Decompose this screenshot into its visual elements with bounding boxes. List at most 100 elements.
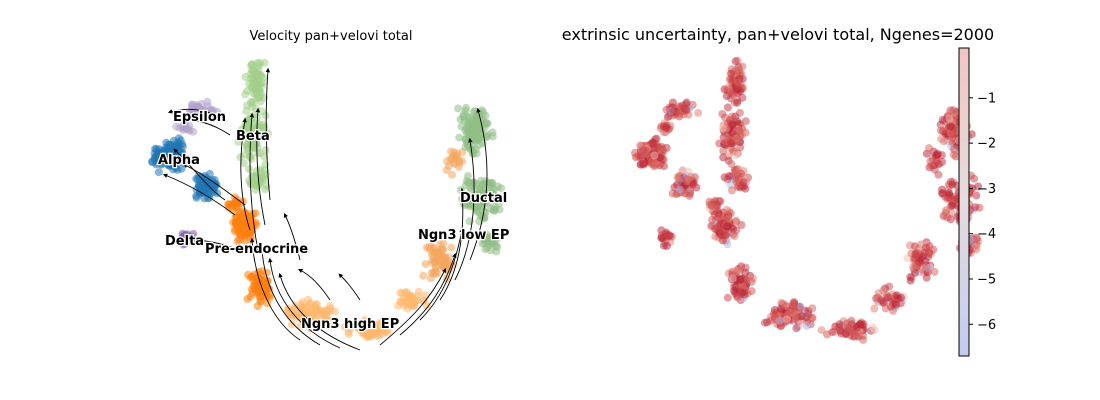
point-beta bbox=[246, 69, 255, 78]
streamline bbox=[255, 107, 266, 226]
point-uncertainty bbox=[675, 185, 684, 194]
point-ngn3-high-ep bbox=[413, 292, 422, 301]
streamline bbox=[265, 67, 271, 201]
point-uncertainty bbox=[788, 300, 797, 309]
colorbar: −1 −2 −3 −4 −5 −6 bbox=[958, 47, 996, 357]
point-beta bbox=[251, 104, 260, 113]
point-ductal bbox=[463, 172, 472, 180]
point-uncertainty bbox=[925, 144, 934, 153]
point-uncertainty bbox=[950, 145, 959, 154]
point-beta bbox=[242, 107, 251, 115]
point-epsilon bbox=[207, 105, 216, 114]
point-ductal bbox=[487, 184, 496, 193]
point-uncertainty bbox=[716, 229, 725, 238]
streamline bbox=[439, 187, 465, 301]
point-uncertainty bbox=[665, 231, 674, 240]
point-uncertainty bbox=[639, 160, 648, 169]
point-uncertainty bbox=[731, 151, 740, 160]
point-uncertainty bbox=[852, 332, 861, 341]
point-alpha bbox=[148, 158, 157, 166]
point-uncertainty bbox=[657, 231, 666, 240]
point-ngn3-low-ep bbox=[442, 166, 451, 174]
point-ductal bbox=[459, 199, 468, 208]
right-chart-title: extrinsic uncertainty, pan+velovi total,… bbox=[562, 25, 994, 44]
point-ngn3-high-ep bbox=[313, 315, 322, 324]
left-chart-title: Velocity pan+velovi total bbox=[250, 29, 413, 44]
colorbar-ticks: −1 −2 −3 −4 −5 −6 bbox=[969, 91, 996, 333]
point-ngn3-low-ep bbox=[421, 260, 430, 269]
point-ductal bbox=[483, 130, 492, 139]
point-ngn3-high-ep bbox=[380, 328, 389, 336]
streamline bbox=[338, 273, 361, 301]
point-ductal bbox=[466, 145, 475, 154]
point-ngn3-high-ep bbox=[346, 324, 355, 333]
point-ngn3-high-ep bbox=[360, 318, 369, 327]
point-ngn3-high-ep bbox=[299, 315, 308, 324]
point-uncertainty bbox=[737, 221, 746, 229]
point-delta bbox=[179, 240, 188, 249]
streamline bbox=[268, 257, 341, 349]
point-uncertainty bbox=[747, 287, 756, 296]
point-uncertainty bbox=[970, 174, 979, 183]
point-uncertainty bbox=[725, 82, 734, 91]
point-beta bbox=[255, 61, 263, 70]
point-uncertainty bbox=[726, 209, 735, 218]
point-uncertainty bbox=[689, 180, 698, 188]
point-ductal bbox=[462, 103, 470, 112]
point-beta bbox=[260, 152, 269, 161]
point-uncertainty bbox=[732, 267, 741, 276]
cluster-label-ductal: Ductal bbox=[460, 191, 507, 206]
colorbar-tick-label: −2 bbox=[977, 137, 996, 152]
point-uncertainty bbox=[727, 139, 736, 148]
point-ductal bbox=[497, 184, 506, 193]
point-uncertainty bbox=[723, 293, 732, 302]
point-uncertainty bbox=[942, 206, 951, 215]
point-uncertainty bbox=[728, 128, 737, 137]
point-uncertainty bbox=[736, 275, 745, 284]
point-ductal bbox=[490, 232, 499, 241]
point-ngn3-high-ep bbox=[296, 322, 305, 331]
point-uncertainty bbox=[798, 312, 806, 321]
point-uncertainty bbox=[823, 330, 832, 339]
left-panel: Velocity pan+velovi total Epsilon Beta A… bbox=[148, 29, 511, 351]
point-uncertainty bbox=[974, 182, 983, 191]
point-uncertainty bbox=[741, 268, 750, 277]
point-pre-endocrine bbox=[255, 292, 264, 301]
point-uncertainty bbox=[808, 304, 817, 313]
streamline bbox=[173, 148, 226, 201]
point-uncertainty bbox=[945, 114, 954, 123]
point-ngn3-high-ep bbox=[403, 304, 412, 313]
point-uncertainty bbox=[639, 146, 648, 155]
point-ductal bbox=[493, 243, 502, 252]
streamline bbox=[182, 117, 231, 136]
point-uncertainty bbox=[727, 69, 736, 78]
point-beta bbox=[242, 141, 251, 150]
point-uncertainty bbox=[834, 323, 843, 332]
point-uncertainty bbox=[723, 222, 732, 231]
colorbar-tick-label: −5 bbox=[977, 273, 996, 288]
point-uncertainty bbox=[926, 157, 935, 166]
point-ngn3-low-ep bbox=[424, 243, 433, 252]
point-epsilon bbox=[197, 99, 206, 108]
point-uncertainty bbox=[739, 178, 748, 187]
point-alpha bbox=[200, 188, 209, 197]
point-uncertainty bbox=[934, 170, 943, 179]
point-uncertainty bbox=[732, 166, 741, 175]
point-uncertainty bbox=[694, 108, 703, 117]
point-uncertainty bbox=[911, 261, 920, 269]
point-uncertainty bbox=[680, 104, 689, 113]
point-ngn3-low-ep bbox=[447, 243, 456, 252]
point-uncertainty bbox=[842, 329, 851, 337]
point-beta bbox=[251, 139, 260, 148]
right-panel: extrinsic uncertainty, pan+velovi total,… bbox=[562, 25, 994, 344]
point-uncertainty bbox=[728, 121, 737, 130]
point-beta bbox=[253, 77, 262, 86]
point-ngn3-high-ep bbox=[407, 295, 416, 304]
point-ngn3-low-ep bbox=[439, 252, 448, 261]
cluster-label-pre-endocrine: Pre-endocrine bbox=[205, 242, 308, 257]
point-uncertainty bbox=[877, 296, 886, 305]
point-uncertainty bbox=[885, 282, 894, 291]
velocity-streamlines bbox=[162, 67, 488, 351]
point-ngn3-high-ep bbox=[371, 320, 380, 329]
